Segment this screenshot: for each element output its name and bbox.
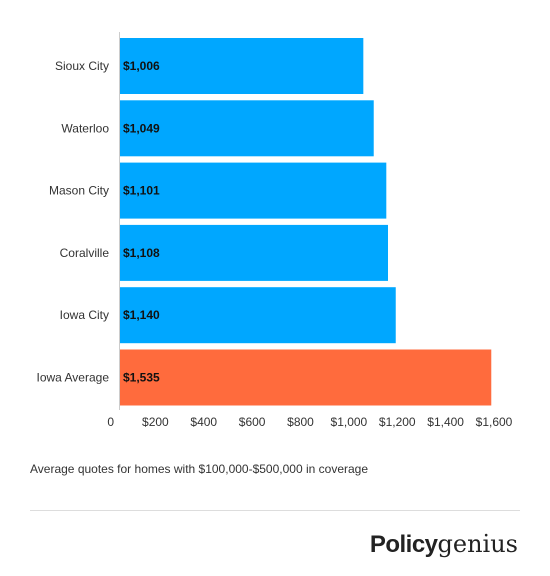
data-label-iowa-average: $1,535 [123,371,160,385]
bar-sioux-city [120,38,364,94]
footer-divider [30,510,520,511]
bar-coralville [120,224,388,281]
data-label-waterloo: $1,049 [123,121,160,135]
x-tick-label: $1,600 [476,415,513,429]
x-tick-label: $600 [239,415,266,429]
policygenius-logo: Policygenius [370,530,518,560]
data-label-coralville: $1,108 [123,246,160,260]
x-axis-ticks: 0 $200 $400 $600 $800 $1,000 $1,200 $1,400 $1,60… [107,415,512,429]
x-tick-label: $200 [142,415,169,429]
category-label-sioux-city: Sioux City [55,59,109,73]
logo-text-policy: Policy [369,531,438,558]
x-tick-label: $1,400 [427,415,464,429]
category-label-mason-city: Mason City [49,184,109,198]
category-label-iowa-city: Iowa City [60,308,109,322]
x-tick-label: $800 [287,415,314,429]
bar-iowa-average [120,349,492,406]
data-label-mason-city: $1,101 [123,184,160,198]
data-labels: $1,006 $1,049 $1,101 $1,108 $1,140 $1,535 [123,59,160,385]
x-tick-label: $400 [190,415,217,429]
category-label-iowa-average: Iowa Average [37,371,110,385]
data-label-iowa-city: $1,140 [123,308,160,322]
category-label-waterloo: Waterloo [61,121,109,135]
bar-iowa-city [120,287,396,344]
logo-text-genius: genius [437,530,518,558]
x-tick-label: $1,200 [379,415,416,429]
bar-waterloo [120,100,374,157]
data-label-sioux-city: $1,006 [123,59,160,73]
x-tick-label: 0 [107,415,114,429]
bar-chart: Sioux City Waterloo Mason City Coralville Io… [37,32,513,429]
bar-mason-city [120,162,387,219]
category-labels: Sioux City Waterloo Mason City Coralville Io… [37,59,110,385]
x-tick-label: $1,000 [331,415,368,429]
bars-group [120,38,492,406]
chart-caption: Average quotes for homes with $100,000-$… [30,462,369,476]
category-label-coralville: Coralville [60,246,110,260]
